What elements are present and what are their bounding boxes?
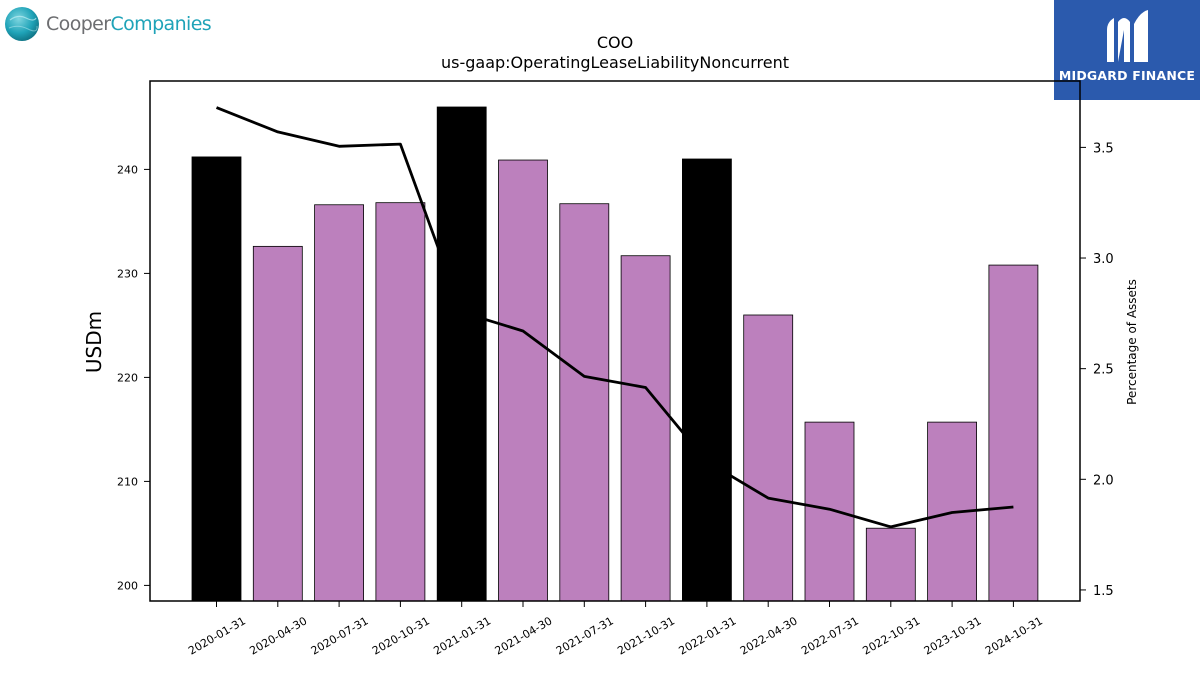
bar <box>988 264 1039 602</box>
y-tick-label: 210 <box>117 475 138 488</box>
bar <box>865 527 916 602</box>
chart-subtitle: us-gaap:OperatingLeaseLiabilityNoncurren… <box>441 53 789 72</box>
x-tick-label: 2020-07-31 <box>309 614 371 657</box>
bar <box>252 245 303 602</box>
logo-word-cooper: Cooper <box>46 13 111 35</box>
x-tick-label: 2023-10-31 <box>922 614 984 657</box>
bar <box>436 106 487 602</box>
logo-word-companies: Companies <box>110 13 212 35</box>
y-tick-label: 200 <box>117 579 138 592</box>
x-tick-label: 2021-04-30 <box>493 614 555 657</box>
bar <box>314 204 365 602</box>
y-axis: 200 210 220 230 240 <box>117 163 150 592</box>
x-tick-label: 2024-10-31 <box>983 614 1045 657</box>
x-axis: 2020-01-31 2020-04-30 2020-07-31 2020-10-31… <box>186 601 1045 658</box>
y2-tick-label: 3.0 <box>1093 252 1114 267</box>
chart-title: COO <box>597 33 633 52</box>
y2-axis-label: Percentage of Assets <box>1125 279 1139 405</box>
globe-icon <box>5 7 39 41</box>
series-line <box>215 106 1014 529</box>
y2-tick-label: 3.5 <box>1093 141 1114 156</box>
bar <box>191 156 242 602</box>
x-tick-label: 2022-07-31 <box>799 614 861 657</box>
y-axis-label: USDm <box>82 311 106 373</box>
y-tick-label: 230 <box>117 267 138 280</box>
x-tick-label: 2021-07-31 <box>554 614 616 657</box>
midgard-finance-logo: MIDGARD FINANCE <box>1054 0 1200 100</box>
cooper-companies-logo: Cooper Companies <box>4 4 212 44</box>
y2-axis: 1.5 2.0 2.5 3.0 3.5 <box>1080 141 1114 599</box>
y2-tick-label: 2.0 <box>1093 473 1114 488</box>
midgard-mark-icon <box>1107 10 1148 62</box>
bar-series <box>191 106 1039 602</box>
bar <box>804 421 855 602</box>
midgard-brand-text: MIDGARD FINANCE <box>1058 68 1196 83</box>
bar <box>559 203 610 602</box>
x-tick-label: 2021-10-31 <box>615 614 677 657</box>
y-tick-label: 240 <box>117 163 138 176</box>
bar <box>743 314 794 602</box>
bar <box>375 202 426 602</box>
bar <box>498 159 548 602</box>
y2-tick-label: 2.5 <box>1093 363 1114 378</box>
x-tick-label: 2022-10-31 <box>860 614 922 657</box>
x-tick-label: 2020-01-31 <box>186 614 248 657</box>
line-series <box>215 106 1014 529</box>
y2-tick-label: 1.5 <box>1093 584 1114 599</box>
x-tick-label: 2022-01-31 <box>677 614 739 657</box>
bar <box>620 255 671 602</box>
x-tick-label: 2021-01-31 <box>431 614 493 657</box>
y-tick-label: 220 <box>117 371 138 384</box>
x-tick-label: 2022-04-30 <box>738 614 800 657</box>
plot-frame <box>149 80 1081 602</box>
bar <box>682 158 732 602</box>
x-tick-label: 2020-10-31 <box>370 614 432 657</box>
x-tick-label: 2020-04-30 <box>247 614 309 657</box>
